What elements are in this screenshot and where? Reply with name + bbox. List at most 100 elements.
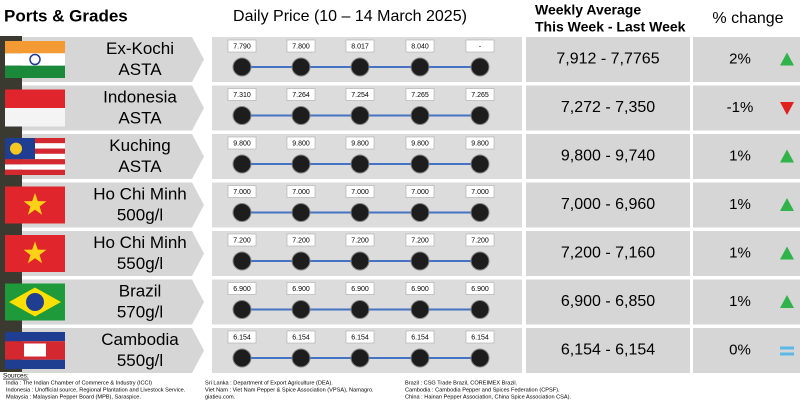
down-arrow bbox=[780, 102, 794, 115]
daily-price: - bbox=[479, 43, 482, 50]
pepper-dot bbox=[350, 154, 370, 174]
row: Ho Chi Minh 550g/l 7.200 7.200 7.200 7.200 7.2… bbox=[5, 231, 800, 276]
flag-wheel bbox=[29, 53, 41, 66]
port-name: Cambodia bbox=[101, 330, 179, 349]
daily-price: 7.200 bbox=[292, 237, 310, 244]
flag bbox=[5, 89, 65, 127]
price-box bbox=[345, 282, 375, 295]
flag bbox=[5, 283, 65, 321]
pepper-dot bbox=[470, 154, 490, 174]
flag bbox=[5, 332, 65, 369]
port-name: Indonesia bbox=[103, 87, 177, 106]
price-box bbox=[286, 282, 316, 295]
change-panel bbox=[693, 279, 800, 325]
daily-price: 9.800 bbox=[351, 140, 369, 147]
price-box bbox=[405, 330, 435, 344]
daily-price: 7.200 bbox=[233, 237, 251, 244]
pepper-dot bbox=[350, 300, 370, 319]
price-box bbox=[405, 88, 435, 101]
daily-price: 9.800 bbox=[471, 140, 489, 147]
price-box bbox=[405, 185, 435, 198]
pepper-dot bbox=[470, 203, 490, 222]
price-box bbox=[465, 282, 495, 295]
source-line: Malaysia : Malaysian Pepper Board (MPB),… bbox=[6, 394, 141, 400]
row-chevron bbox=[22, 134, 204, 179]
source-line: Indonesia : Unofficial source, Regional … bbox=[6, 387, 186, 393]
flag-band bbox=[5, 159, 65, 165]
grade: 550g/l bbox=[117, 254, 163, 273]
weekly-average: 7,200 - 7,160 bbox=[561, 245, 655, 262]
daily-price: 7.310 bbox=[233, 92, 251, 99]
pepper-dot bbox=[350, 106, 370, 125]
weekly-panel bbox=[526, 134, 690, 179]
price-box bbox=[465, 185, 495, 198]
pepper-dot bbox=[470, 300, 490, 319]
row: Ex-Kochi ASTA 7.790 7.800 8.017 8.040 - 7,912 -… bbox=[5, 37, 800, 82]
flag-band bbox=[5, 169, 65, 175]
weekly-header-1: Weekly Average bbox=[535, 2, 641, 18]
weekly-average: 7,272 - 7,350 bbox=[561, 99, 655, 116]
source-line: China : Hainan Pepper Association, China… bbox=[405, 394, 571, 400]
flag-band bbox=[5, 65, 65, 78]
row: Brazil 570g/l 6.900 6.900 6.900 6.900 6.900 6,9… bbox=[5, 279, 800, 325]
pepper-dot bbox=[410, 348, 430, 368]
up-arrow bbox=[780, 295, 794, 308]
price-box bbox=[465, 136, 495, 150]
pepper-dot bbox=[291, 251, 311, 271]
pepper-dot bbox=[470, 57, 490, 77]
weekly-panel bbox=[526, 279, 690, 325]
row-chevron bbox=[22, 85, 204, 131]
daily-price: 7.200 bbox=[411, 237, 429, 244]
change-header: % change bbox=[712, 10, 783, 27]
price-box bbox=[405, 136, 435, 150]
price-box bbox=[227, 88, 257, 101]
change: 1% bbox=[729, 293, 751, 310]
flag-band bbox=[5, 108, 65, 127]
price-box bbox=[227, 282, 257, 295]
weekly-average: 6,154 - 6,154 bbox=[561, 342, 655, 359]
pepper-dot bbox=[291, 57, 311, 77]
daily-price: 6.900 bbox=[411, 286, 429, 293]
price-box bbox=[345, 39, 375, 53]
flag-band bbox=[5, 164, 65, 170]
price-box bbox=[465, 88, 495, 101]
port-name: Ho Chi Minh bbox=[93, 184, 187, 203]
price-box bbox=[345, 185, 375, 198]
price-box bbox=[465, 233, 495, 247]
flag bbox=[5, 138, 65, 175]
weekly-panel bbox=[526, 85, 690, 131]
port-name: Ex-Kochi bbox=[106, 39, 174, 58]
price-box bbox=[345, 88, 375, 101]
weekly-header-2: This Week - Last Week bbox=[535, 19, 686, 35]
source-line: giatieu.com. bbox=[205, 394, 236, 400]
flag-band bbox=[5, 359, 65, 369]
daily-price: 7.265 bbox=[411, 92, 429, 99]
daily-price: 7.000 bbox=[471, 189, 489, 196]
daily-price: 7.200 bbox=[471, 237, 489, 244]
pepper-dot bbox=[410, 154, 430, 174]
equal-bar bbox=[780, 346, 794, 350]
pepper-dot bbox=[350, 203, 370, 222]
port-name: Brazil bbox=[119, 281, 162, 300]
change-panel bbox=[693, 182, 800, 228]
pepper-dot bbox=[410, 251, 430, 271]
daily-price: 6.154 bbox=[351, 334, 369, 341]
daily-price: 6.154 bbox=[471, 334, 489, 341]
source-line: Viet Nam : Viet Nam Pepper & Spice Assoc… bbox=[205, 387, 374, 393]
grade: ASTA bbox=[118, 157, 162, 176]
pepper-dot bbox=[350, 251, 370, 271]
change: 1% bbox=[729, 196, 751, 213]
price-box bbox=[286, 185, 316, 198]
daily-price: 6.900 bbox=[292, 286, 310, 293]
pepper-dot bbox=[350, 57, 370, 77]
flag-star bbox=[23, 241, 47, 264]
change: 1% bbox=[729, 244, 751, 261]
daily-price: 7.264 bbox=[292, 92, 310, 99]
up-arrow bbox=[780, 52, 794, 66]
pepper-dot bbox=[291, 300, 311, 319]
change-panel bbox=[693, 37, 800, 82]
row: Cambodia 550g/l 6.154 6.154 6.154 6.154 6.154 6… bbox=[5, 328, 800, 373]
grade: 570g/l bbox=[117, 302, 163, 321]
price-box bbox=[227, 233, 257, 247]
